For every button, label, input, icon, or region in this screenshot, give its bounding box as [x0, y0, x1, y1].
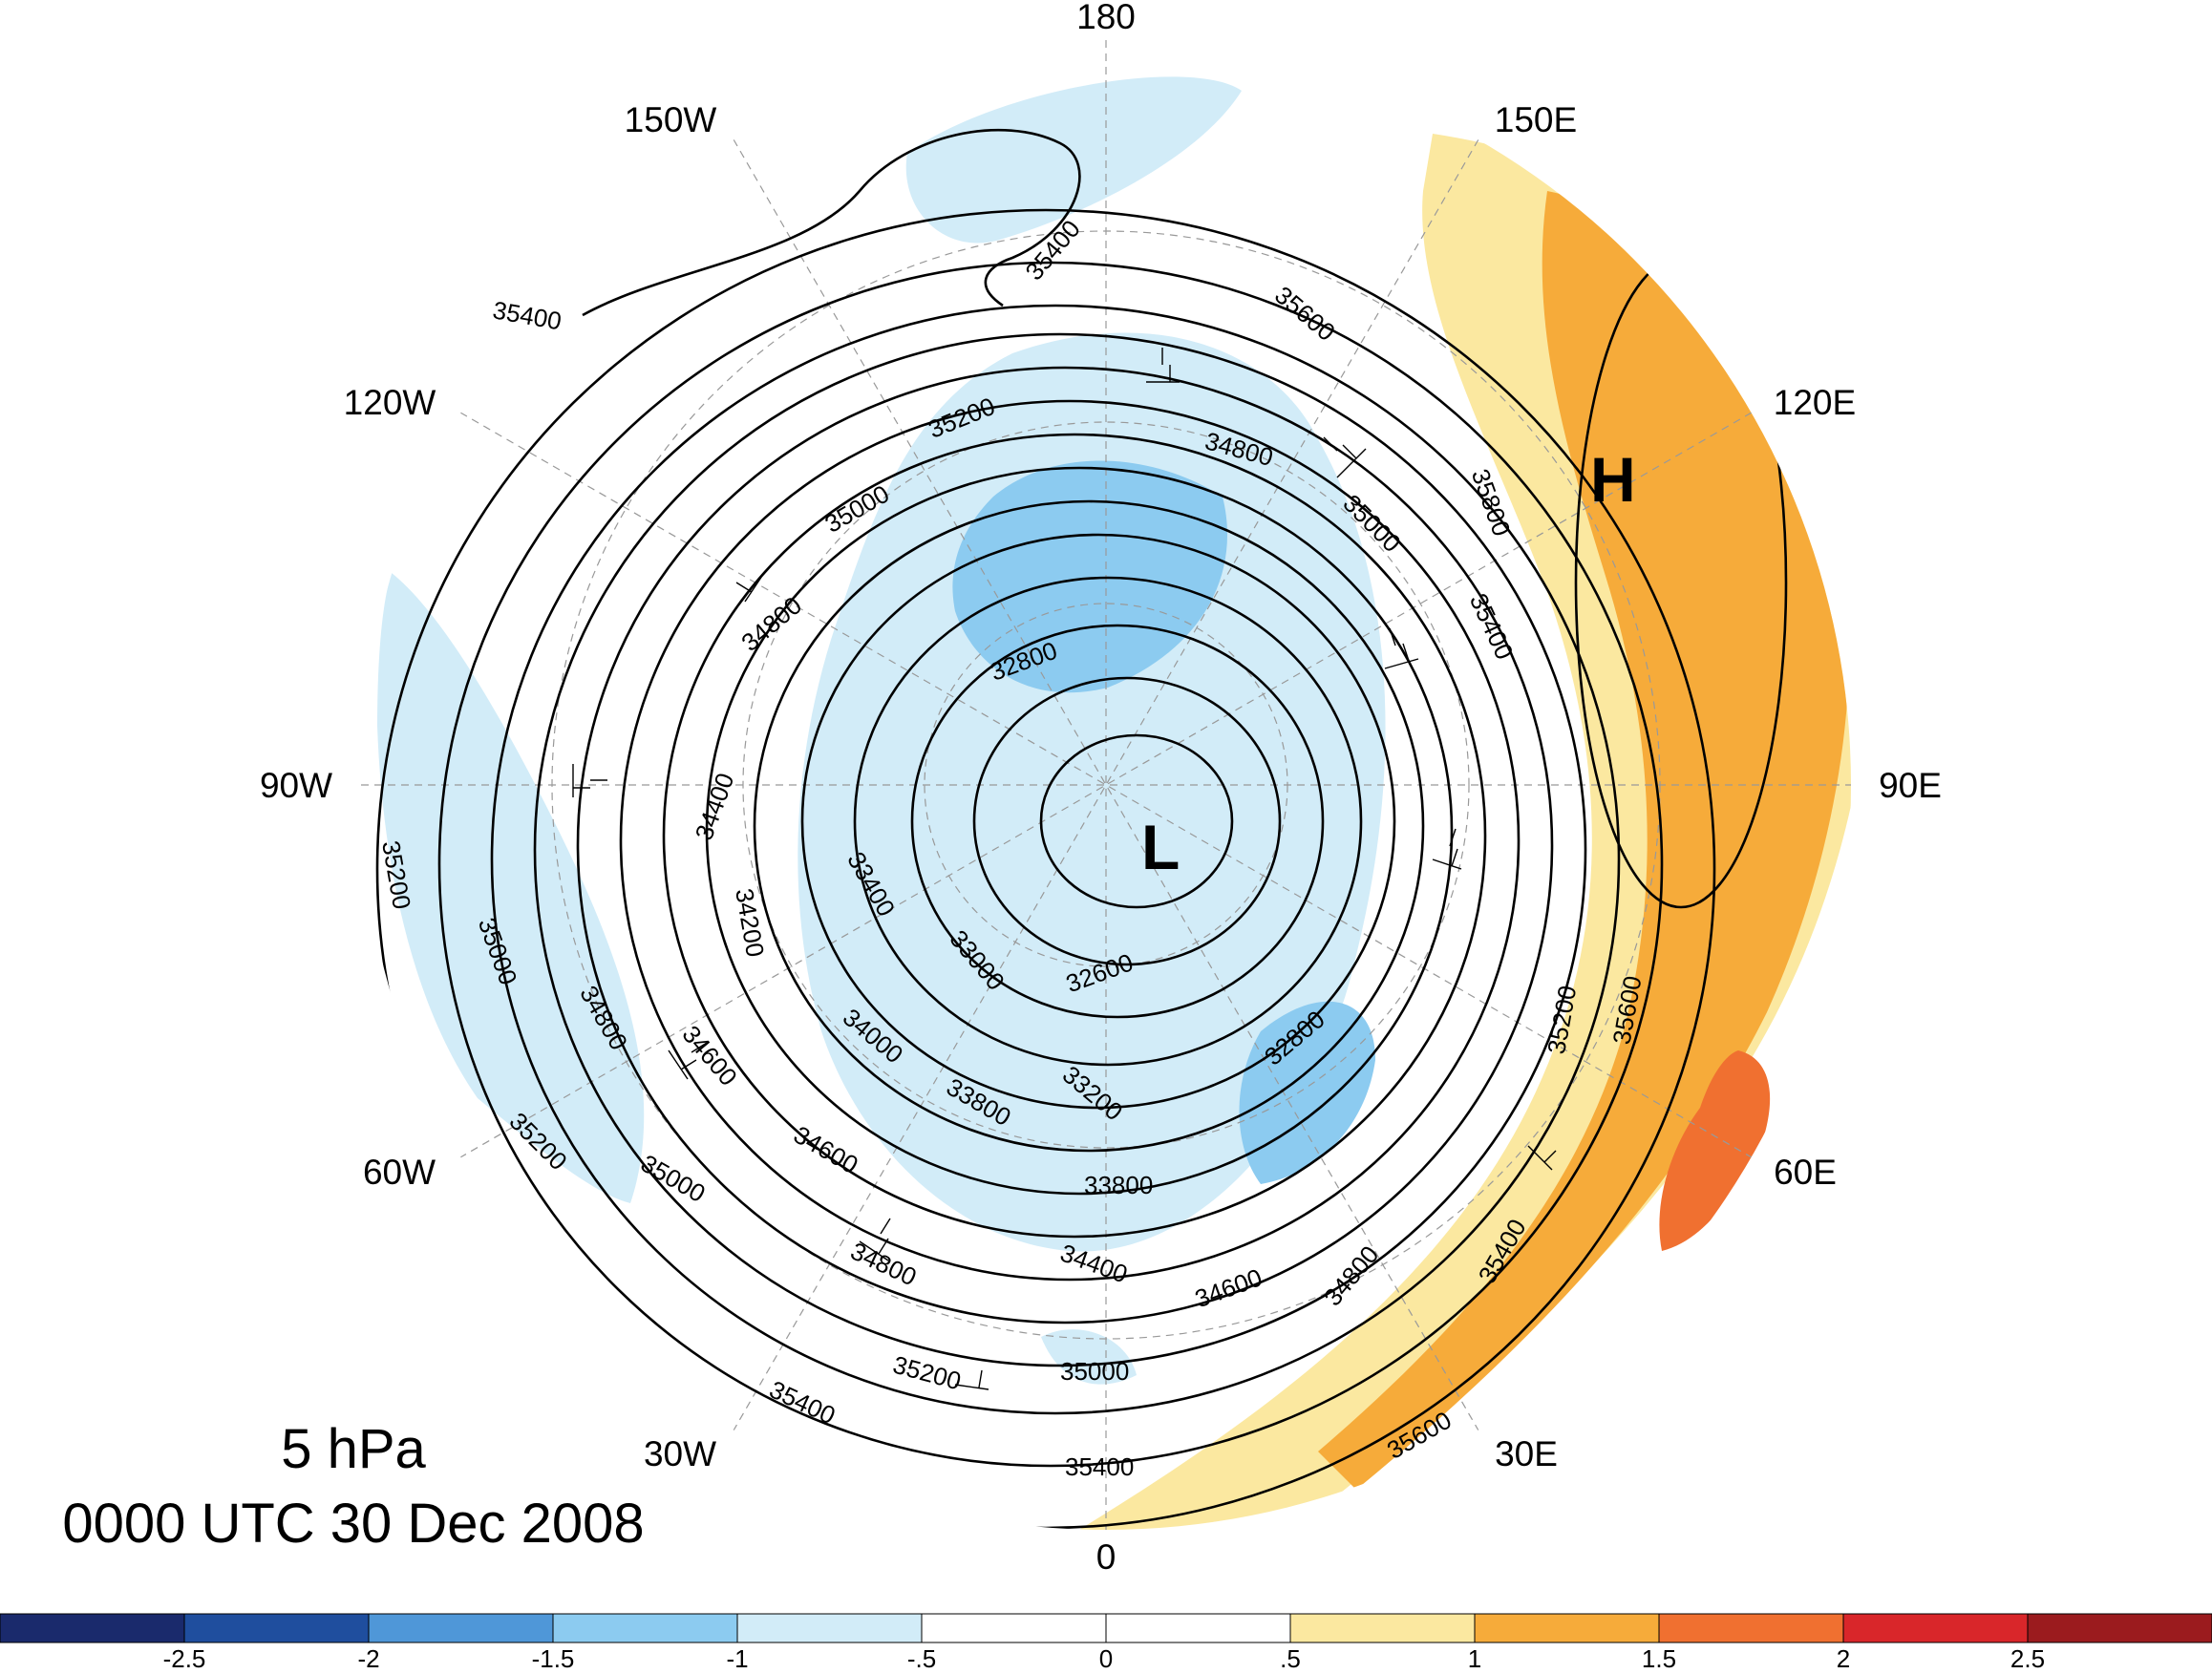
wind-barbs	[572, 348, 1557, 1390]
colorbar-swatch	[183, 1613, 370, 1643]
contour-label: 34200	[730, 886, 770, 959]
lon-label-90w: 90W	[260, 766, 332, 805]
colorbar-tick-label: 1.5	[1642, 1644, 1676, 1673]
contour-label: 34800	[735, 591, 807, 657]
colorbar-tick-label: 1	[1468, 1644, 1481, 1673]
colorbar-tick-label: -1.5	[532, 1644, 575, 1673]
colorbar-swatch	[921, 1613, 1107, 1643]
height-contours	[375, 128, 1788, 1530]
colorbar-tick-label: -2.5	[163, 1644, 206, 1673]
contour-label: 34400	[690, 769, 740, 843]
colorbar-tick-label: 2.5	[2010, 1644, 2045, 1673]
colorbar-swatch	[1289, 1613, 1476, 1643]
contour-label: 35400	[1065, 1452, 1134, 1481]
colorbar-tick-label: -2	[357, 1644, 379, 1673]
colorbar-tick-label: -.5	[907, 1644, 936, 1673]
colorbar-swatch	[2027, 1613, 2212, 1643]
colorbar-tick-label: .5	[1280, 1644, 1301, 1673]
contour-label: 34600	[1191, 1262, 1266, 1313]
lon-label-60e: 60E	[1774, 1153, 1837, 1192]
colorbar-tick-label: 2	[1837, 1644, 1850, 1673]
anomaly-moderate-negative	[952, 460, 1227, 693]
contour-label: 34600	[789, 1120, 863, 1179]
anomaly-negative-region	[377, 573, 645, 1203]
anomaly-negative-region	[905, 76, 1242, 244]
anomaly-negative-region	[1041, 1329, 1137, 1385]
lon-label-180: 180	[1076, 0, 1136, 36]
lon-label-30w: 30W	[644, 1434, 716, 1473]
contour-label: 34600	[676, 1020, 742, 1091]
lon-label-30e: 30E	[1495, 1434, 1558, 1473]
colorbar-swatch	[736, 1613, 923, 1643]
contour-label: 33800	[1084, 1171, 1153, 1199]
contour-label: 35000	[1060, 1357, 1129, 1386]
contour-label: 34800	[846, 1237, 921, 1292]
high-center-label: H	[1590, 444, 1636, 515]
contour-label: 34800	[1318, 1240, 1384, 1312]
anomaly-moderate-negative	[1239, 1001, 1375, 1184]
lon-label-150w: 150W	[625, 100, 717, 139]
time-title: 0000 UTC 30 Dec 2008	[62, 1493, 645, 1555]
colorbar-tick-label: 0	[1099, 1644, 1113, 1673]
lon-label-120w: 120W	[344, 383, 436, 422]
colorbar-swatch	[1658, 1613, 1844, 1643]
contour-label: 35200	[890, 1350, 965, 1396]
lon-label-120e: 120E	[1774, 383, 1856, 422]
colorbar-swatch	[368, 1613, 554, 1643]
lon-label-0: 0	[1096, 1537, 1117, 1577]
contour-label: 35400	[765, 1375, 840, 1430]
graticule	[361, 40, 1851, 1530]
lon-label-60w: 60W	[363, 1153, 436, 1192]
low-center-label: L	[1141, 812, 1180, 882]
contour-label: 35400	[491, 295, 564, 335]
contour-label: 35400	[1464, 589, 1520, 664]
colorbar-swatch	[1105, 1613, 1291, 1643]
longitude-labels: 180 150E 120E 90E 60E 30E 0 30W 60W 90W …	[260, 0, 1942, 1577]
colorbar-tick-label: -1	[726, 1644, 748, 1673]
anomaly-positive-region	[1318, 191, 1850, 1490]
colorbar-swatch	[1474, 1613, 1660, 1643]
colorbar: -2.5 -2 -1.5 -1 -.5 0 .5 1 1.5 2 2.5	[0, 1613, 2212, 1673]
anomaly-strong-positive	[1659, 1050, 1771, 1251]
lon-label-150e: 150E	[1495, 100, 1577, 139]
level-title: 5 hPa	[281, 1418, 426, 1480]
anomaly-negative-region	[798, 332, 1386, 1252]
colorbar-swatch	[1842, 1613, 2029, 1643]
lon-label-90e: 90E	[1879, 766, 1942, 805]
colorbar-swatch	[0, 1613, 185, 1643]
colorbar-swatch	[552, 1613, 738, 1643]
contour-label: 35600	[1269, 281, 1341, 347]
